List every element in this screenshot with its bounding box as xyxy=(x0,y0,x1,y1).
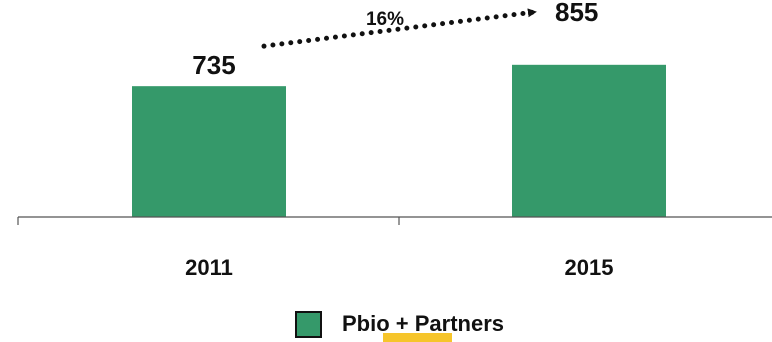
legend: Pbio + Partners xyxy=(295,309,504,339)
growth-label: 16% xyxy=(366,9,404,30)
growth-arrow xyxy=(261,8,539,49)
bar-2015 xyxy=(512,64,666,217)
bars-layer xyxy=(132,64,666,217)
x-tick-label-2015: 2015 xyxy=(565,255,614,280)
bar-2011 xyxy=(132,86,286,217)
x-axis: 2011 2015 xyxy=(17,216,772,280)
x-tick-label-2011: 2011 xyxy=(185,255,233,280)
highlight-mark xyxy=(383,333,452,342)
data-label-2015: 855 xyxy=(555,0,598,27)
growth-annotation: 16% xyxy=(261,8,539,49)
legend-swatch xyxy=(295,310,322,338)
data-labels: 735 855 xyxy=(192,0,598,80)
data-label-2011: 735 xyxy=(192,50,235,80)
legend-label: Pbio + Partners xyxy=(342,311,505,336)
